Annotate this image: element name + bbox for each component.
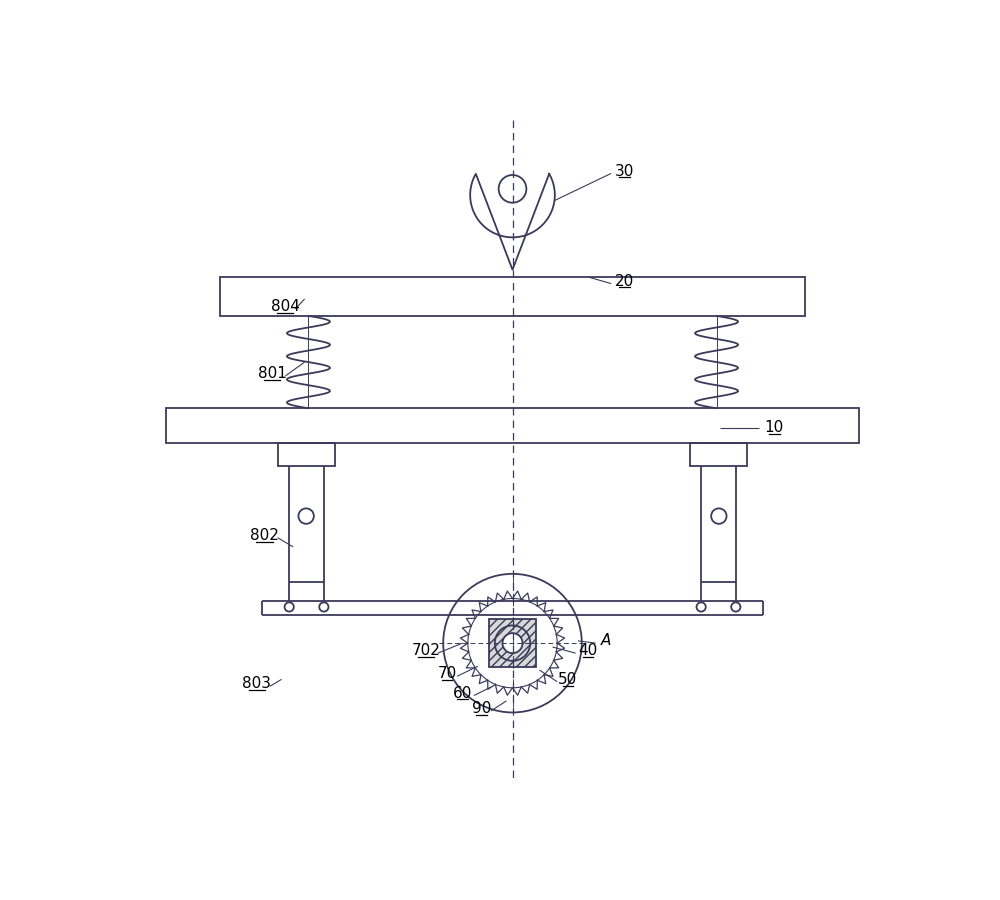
Bar (166, 409, 859, 443)
Text: 70: 70 (437, 666, 457, 681)
Bar (220, 277, 805, 316)
Bar (489, 619, 536, 667)
Text: 803: 803 (242, 677, 271, 691)
Text: 30: 30 (614, 164, 634, 178)
Text: 702: 702 (412, 644, 441, 659)
Text: 20: 20 (615, 274, 634, 289)
Text: 50: 50 (558, 671, 578, 687)
Text: 802: 802 (250, 527, 279, 543)
Text: 804: 804 (271, 299, 300, 314)
Text: 801: 801 (258, 366, 287, 382)
Circle shape (502, 633, 523, 653)
Text: 90: 90 (472, 701, 491, 716)
Text: 10: 10 (765, 420, 784, 435)
Bar (278, 443, 335, 466)
Text: 60: 60 (453, 686, 472, 701)
Bar (690, 443, 747, 466)
Text: A: A (601, 634, 612, 648)
Text: 40: 40 (578, 644, 598, 659)
